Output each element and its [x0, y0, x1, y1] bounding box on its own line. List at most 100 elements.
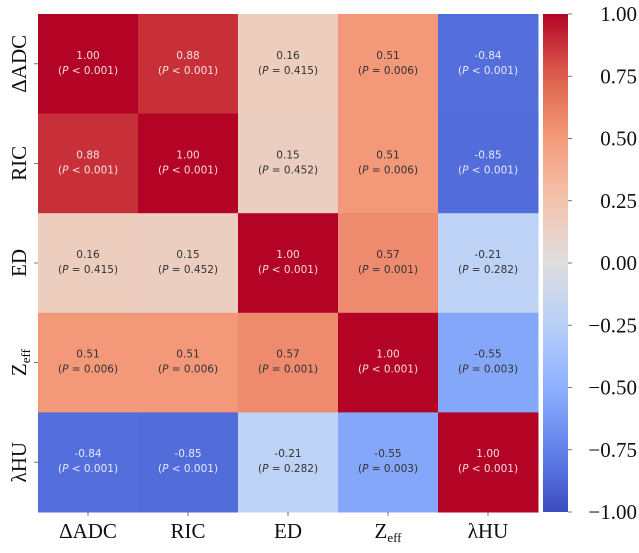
colorbar-tick-label: −0.25 — [588, 313, 637, 337]
colorbar-tick-label: 0.75 — [600, 64, 637, 88]
x-tick-label: λHU — [468, 519, 509, 543]
y-tick-label: ΔADC — [7, 35, 31, 93]
cell-value-label: -0.21 — [474, 249, 501, 261]
y-axis-labels: ΔADC RIC ED Zeff λHU — [7, 35, 38, 483]
cell-p-label: (P = 0.452) — [158, 264, 218, 276]
cell-value-label: 0.51 — [376, 149, 399, 161]
heatmap-cell — [138, 312, 239, 413]
heatmap-cell — [438, 113, 539, 214]
cell-p-label: (P < 0.001) — [58, 65, 118, 77]
cell-p-label: (P = 0.452) — [258, 164, 318, 176]
x-axis-labels: ΔADC RIC ED Zeff λHU — [59, 512, 508, 545]
heatmap-cell — [238, 113, 339, 214]
cell-p-label: (P < 0.001) — [158, 164, 218, 176]
cell-p-label: (P = 0.006) — [58, 364, 118, 376]
cell-value-label: 1.00 — [476, 448, 499, 460]
cell-value-label: 0.16 — [276, 50, 300, 62]
cell-p-label: (P < 0.001) — [58, 463, 118, 475]
cell-p-label: (P = 0.006) — [358, 164, 418, 176]
cell-p-label: (P < 0.001) — [58, 164, 118, 176]
cell-p-label: (P < 0.001) — [258, 264, 318, 276]
cell-value-label: 0.57 — [276, 349, 299, 361]
cell-p-label: (P < 0.001) — [458, 164, 518, 176]
y-tick-label: ED — [7, 249, 31, 277]
y-tick-label: λHU — [7, 442, 31, 483]
cell-value-label: 1.00 — [276, 249, 299, 261]
x-tick-label: RIC — [170, 519, 205, 543]
cell-value-label: -0.21 — [274, 448, 301, 460]
heatmap-cell — [138, 14, 239, 115]
cell-p-label: (P < 0.001) — [458, 463, 518, 475]
cell-p-label: (P < 0.001) — [158, 65, 218, 77]
cell-value-label: 0.88 — [176, 50, 199, 62]
x-tick-label: Zeff — [374, 519, 402, 545]
colorbar-tick-label: 1.00 — [600, 2, 637, 26]
colorbar-tick-label: −0.50 — [588, 376, 637, 400]
colorbar-tick-label: −0.75 — [588, 438, 637, 462]
colorbar-tick-label: −1.00 — [588, 500, 637, 524]
cell-p-label: (P = 0.415) — [58, 264, 118, 276]
heatmap-cell — [338, 312, 439, 413]
colorbar-tick-label: 0.25 — [600, 189, 637, 213]
heatmap-cell — [338, 412, 439, 513]
heatmap-cell — [338, 14, 439, 115]
heatmap-cell — [438, 14, 539, 115]
cell-value-label: 0.51 — [176, 349, 199, 361]
cell-value-label: 1.00 — [176, 149, 199, 161]
cell-p-label: (P = 0.415) — [258, 65, 318, 77]
heatmap-cell — [338, 213, 439, 314]
x-tick-label: ED — [274, 519, 302, 543]
cell-p-label: (P < 0.001) — [358, 364, 418, 376]
heatmap-cell — [38, 14, 139, 115]
colorbar-tick-label: 0.50 — [600, 127, 637, 151]
heatmap-cell — [338, 113, 439, 214]
heatmap-cell — [38, 213, 139, 314]
cell-p-label: (P = 0.003) — [358, 463, 418, 475]
heatmap-cell — [38, 412, 139, 513]
heatmap-cell — [438, 412, 539, 513]
x-tick-label: ΔADC — [59, 519, 117, 543]
heatmap-cells: 1.00 (P < 0.001) 0.88 (P < 0.001) 0.16 (P = 0… — [38, 14, 539, 513]
heatmap-cell — [238, 412, 339, 513]
cell-p-label: (P = 0.282) — [258, 463, 318, 475]
heatmap-cell — [238, 312, 339, 413]
cell-value-label: 0.51 — [76, 349, 99, 361]
y-tick-label: Zeff — [7, 348, 33, 376]
heatmap-cell — [238, 14, 339, 115]
cell-value-label: 0.15 — [176, 249, 199, 261]
heatmap-cell — [38, 312, 139, 413]
cell-value-label: 0.16 — [76, 249, 100, 261]
cell-p-label: (P = 0.006) — [358, 65, 418, 77]
cell-value-label: -0.85 — [174, 448, 201, 460]
heatmap-cell — [438, 213, 539, 314]
cell-value-label: 0.15 — [276, 149, 299, 161]
cell-value-label: 0.51 — [376, 50, 399, 62]
cell-value-label: -0.85 — [474, 149, 501, 161]
cell-p-label: (P < 0.001) — [158, 463, 218, 475]
cell-p-label: (P = 0.001) — [258, 364, 318, 376]
heatmap-cell — [38, 113, 139, 214]
colorbar-gradient — [543, 14, 568, 512]
y-tick-label: RIC — [7, 146, 31, 181]
cell-p-label: (P = 0.282) — [458, 264, 518, 276]
heatmap-cell — [138, 213, 239, 314]
cell-value-label: 1.00 — [76, 50, 99, 62]
heatmap-cell — [138, 412, 239, 513]
colorbar-tick-label: 0.00 — [600, 251, 637, 275]
cell-value-label: -0.55 — [474, 349, 501, 361]
cell-value-label: 1.00 — [376, 349, 399, 361]
cell-value-label: 0.88 — [76, 149, 99, 161]
cell-value-label: -0.84 — [74, 448, 101, 460]
heatmap-cell — [238, 213, 339, 314]
cell-p-label: (P < 0.001) — [458, 65, 518, 77]
cell-value-label: -0.84 — [474, 50, 501, 62]
cell-p-label: (P = 0.001) — [358, 264, 418, 276]
cell-value-label: -0.55 — [374, 448, 401, 460]
cell-value-label: 0.57 — [376, 249, 399, 261]
heatmap-cell — [438, 312, 539, 413]
heatmap-cell — [138, 113, 239, 214]
colorbar: 1.00 0.75 0.50 0.25 0.00 −0.25 −0.50 −0.75 −1.00 — [543, 2, 637, 524]
cell-p-label: (P = 0.003) — [458, 364, 518, 376]
cell-p-label: (P = 0.006) — [158, 364, 218, 376]
